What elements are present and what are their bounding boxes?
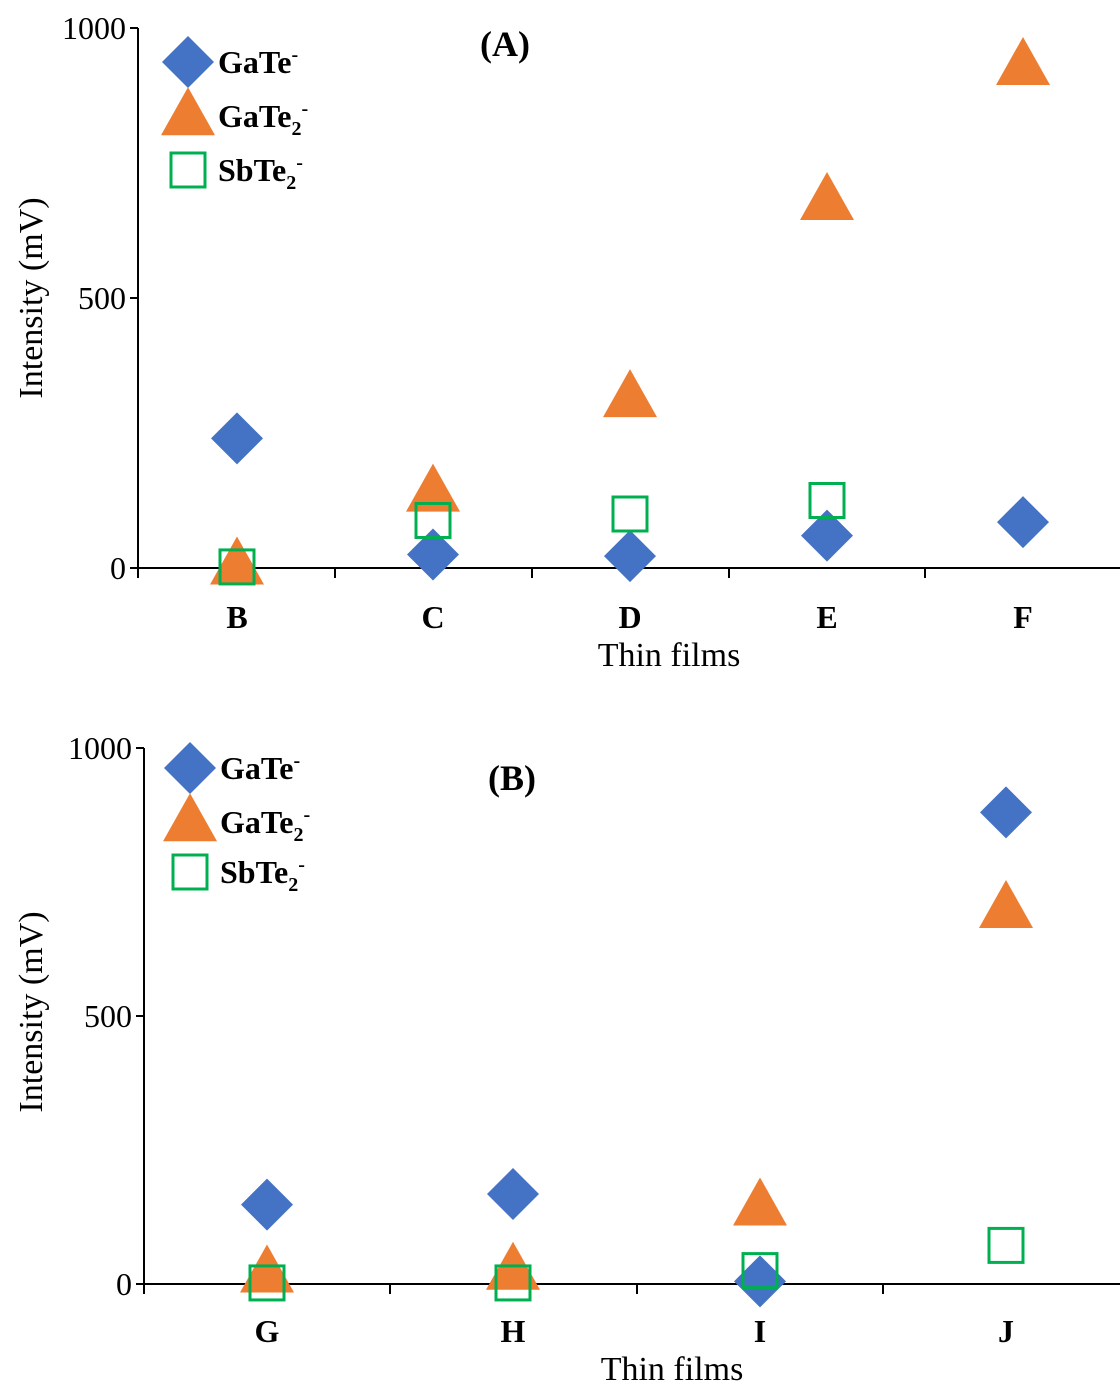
y-tick-label: 500 [78,280,126,316]
y-tick-label: 0 [116,1266,132,1302]
y-tick-label: 1000 [68,730,132,766]
x-tick-label: I [754,1313,766,1349]
data-point-gate [487,1167,539,1220]
legend-label: GaTe2- [220,804,310,846]
y-tick-label: 0 [110,550,126,586]
x-tick-label: F [1013,599,1033,635]
legend-label: SbTe2- [220,854,305,896]
x-axis-title: Thin films [598,637,741,674]
data-point-sbte2 [808,482,846,519]
y-tick-label: 1000 [62,10,126,46]
x-tick-label: H [501,1313,526,1349]
data-point-gate [801,509,853,562]
legend-marker-gate2 [161,87,215,136]
panel-label: (B) [488,758,536,798]
data-point-gate2 [406,463,460,512]
data-point-sbte2 [218,548,256,586]
legend-label: GaTe- [218,44,298,80]
x-tick-label: G [255,1313,280,1349]
data-point-gate2 [210,536,264,585]
data-point-gate2 [240,1244,294,1293]
data-point-sbte2 [741,1252,779,1290]
data-point-gate [980,786,1032,839]
legend-label: SbTe2- [218,152,303,194]
y-tick-label: 500 [84,998,132,1034]
panel-label: (A) [480,24,530,64]
x-tick-label: B [226,599,247,635]
legend-label: GaTe2- [218,98,308,140]
y-axis-title: Intensity (mV) [13,911,50,1112]
data-point-gate2 [603,369,657,418]
data-point-sbte2 [494,1264,532,1302]
legend-marker-gate [162,36,214,88]
x-tick-label: C [421,599,444,635]
legend-label: GaTe- [220,750,300,786]
data-point-sbte2 [248,1264,286,1302]
y-axis-title: Intensity (mV) [13,197,50,398]
x-axis-title: Thin films [601,1351,744,1386]
chart-panel-1: 0 500 1000 B C D E F Thin films Intensity (mV) (A)… [13,10,1120,674]
data-point-sbte2 [611,495,649,533]
data-point-gate [407,528,459,581]
x-tick-label: E [816,599,837,635]
data-point-gate [997,496,1049,549]
legend-marker-sbte2 [169,151,207,189]
data-point-gate2 [979,880,1033,928]
chart-panel-2: 0 500 1000 G H I J Thin films Intensity (mV) (B) G… [13,730,1120,1386]
data-point-gate2 [800,172,854,220]
data-point-gate2 [733,1177,787,1226]
data-point-sbte2 [987,1226,1025,1264]
data-point-gate [604,530,656,583]
legend-marker-gate [164,742,216,794]
legend-marker-sbte2 [171,853,209,891]
legend-marker-gate2 [163,793,217,842]
x-tick-label: J [998,1313,1014,1349]
data-point-gate [734,1255,786,1308]
data-point-sbte2 [414,501,452,539]
data-point-gate [241,1178,293,1231]
x-tick-label: D [618,599,641,635]
data-point-gate2 [996,37,1050,85]
legend: GaTe- GaTe2- SbTe2- [161,36,308,194]
data-point-gate [211,412,263,465]
legend: GaTe- GaTe2- SbTe2- [163,742,310,896]
